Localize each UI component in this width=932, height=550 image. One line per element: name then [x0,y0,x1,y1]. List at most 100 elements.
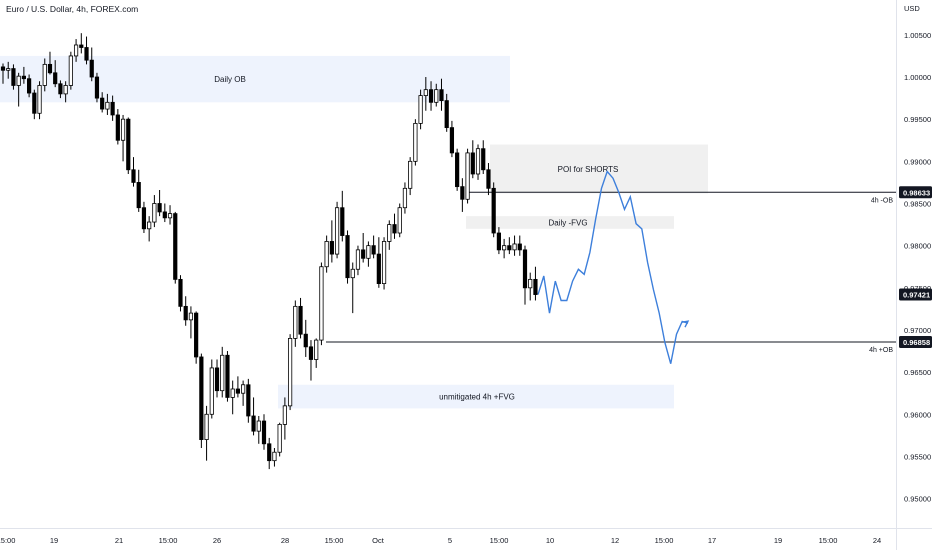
candle-body [256,420,261,432]
price-label-value: 0.96858 [903,338,930,347]
zone-box [278,384,674,409]
price-tick-label: 0.95500 [904,452,931,461]
candle-body [408,160,413,189]
projection-layer [537,170,690,364]
candle-body [449,127,455,154]
candle-body [439,89,444,102]
price-tick-label: 0.99000 [904,157,931,166]
time-tick-label: 15:00 [159,536,178,545]
zone-label: unmitigated 4h +FVG [439,393,515,402]
zone-label: POI for SHORTS [558,165,619,174]
candle-body [21,75,26,80]
candle-body [167,213,173,219]
candle-body [6,68,11,71]
candle-body [314,339,319,360]
price-axis[interactable]: 1.00500 1.00000 0.99500 0.99000 0.98500 0.980… [904,31,931,504]
candle-body [381,241,387,284]
candle-body [517,243,522,251]
candle-body [413,122,418,162]
time-tick-label: 24 [873,536,881,545]
candle-body [183,305,188,321]
price-tick-label: 0.96000 [904,410,931,419]
time-tick-label: 19 [50,536,58,545]
candle-body [251,415,256,432]
zone-label: Daily OB [214,75,246,84]
candle-body [287,338,293,407]
candle-body [110,101,115,116]
price-label-value: 0.98633 [903,188,930,197]
price-label-box [899,288,932,301]
candle-body [345,235,350,279]
candle-body [423,89,428,96]
candle-body [32,92,37,114]
candle-body [371,245,376,255]
zone-box [0,55,510,103]
price-scale-divider [896,0,897,550]
time-tick-label: 15:00 [325,536,344,545]
price-tick-label: 0.97500 [904,284,931,293]
price-label-box [899,335,932,348]
price-tick-label: 1.00000 [904,73,931,82]
candle-body [214,367,220,392]
candle-body [455,152,460,188]
candles-layer [0,33,538,470]
time-tick-label: 26 [213,536,221,545]
zone-label: Daily -FVG [548,218,587,227]
time-tick-label: 15:00 [490,536,509,545]
candle-body [496,232,502,251]
candle-body [105,101,110,110]
zone-box [490,144,708,194]
price-tick-label: 1.00500 [904,31,931,40]
price-labels-layer: 0.98633 0.97421 0.96858 [899,186,932,348]
candle-body [209,367,214,415]
candle-body [340,207,345,236]
candle-body [272,451,277,462]
candle-body [100,97,105,110]
candle-body [512,243,517,251]
price-tick-label: 0.98500 [904,199,931,208]
time-tick-label: 15:00 [819,536,838,545]
candle-body [282,405,287,425]
time-tick-label: 21 [115,536,123,545]
time-tick-label: Oct [372,536,385,545]
candle-body [225,354,230,398]
candle-body [126,118,131,171]
candle-body [73,44,79,57]
candle-body [241,384,246,394]
candle-body [528,278,533,289]
candle-body [204,413,209,440]
candle-body [53,72,58,85]
candle-body [58,83,63,95]
candle-body [460,186,465,200]
zone-box [466,216,674,229]
candle-body [157,203,162,213]
candle-body [491,187,496,234]
candle-body [267,443,272,462]
candle-body [37,85,42,114]
candle-body [188,312,194,321]
currency-label: USD [904,4,920,13]
candle-body [361,249,366,259]
candle-body [350,268,355,279]
candle-body [131,169,136,183]
projection-path [537,170,689,364]
candle-body [434,89,439,103]
time-axis[interactable]: 15:00 19 21 15:00 26 28 15:00 Oct 5 15:00 10 12 15:0… [0,536,881,545]
candle-body [42,63,47,86]
candle-body [68,55,73,86]
time-tick-label: 10 [546,536,554,545]
time-scale-divider [0,528,932,529]
candle-body [11,68,16,86]
time-tick-label: 17 [708,536,716,545]
candle-body [26,78,32,94]
projection-arrow-icon [681,320,690,328]
candle-body [147,221,152,230]
candle-body [89,59,94,78]
candle-body [84,47,89,61]
candle-body [486,169,491,189]
candle-body [235,388,240,394]
level-line-label: 4h +OB [869,347,893,354]
candle-body [194,312,199,358]
symbol-title[interactable]: Euro / U.S. Dollar, 4h, FOREX.com [6,4,139,14]
